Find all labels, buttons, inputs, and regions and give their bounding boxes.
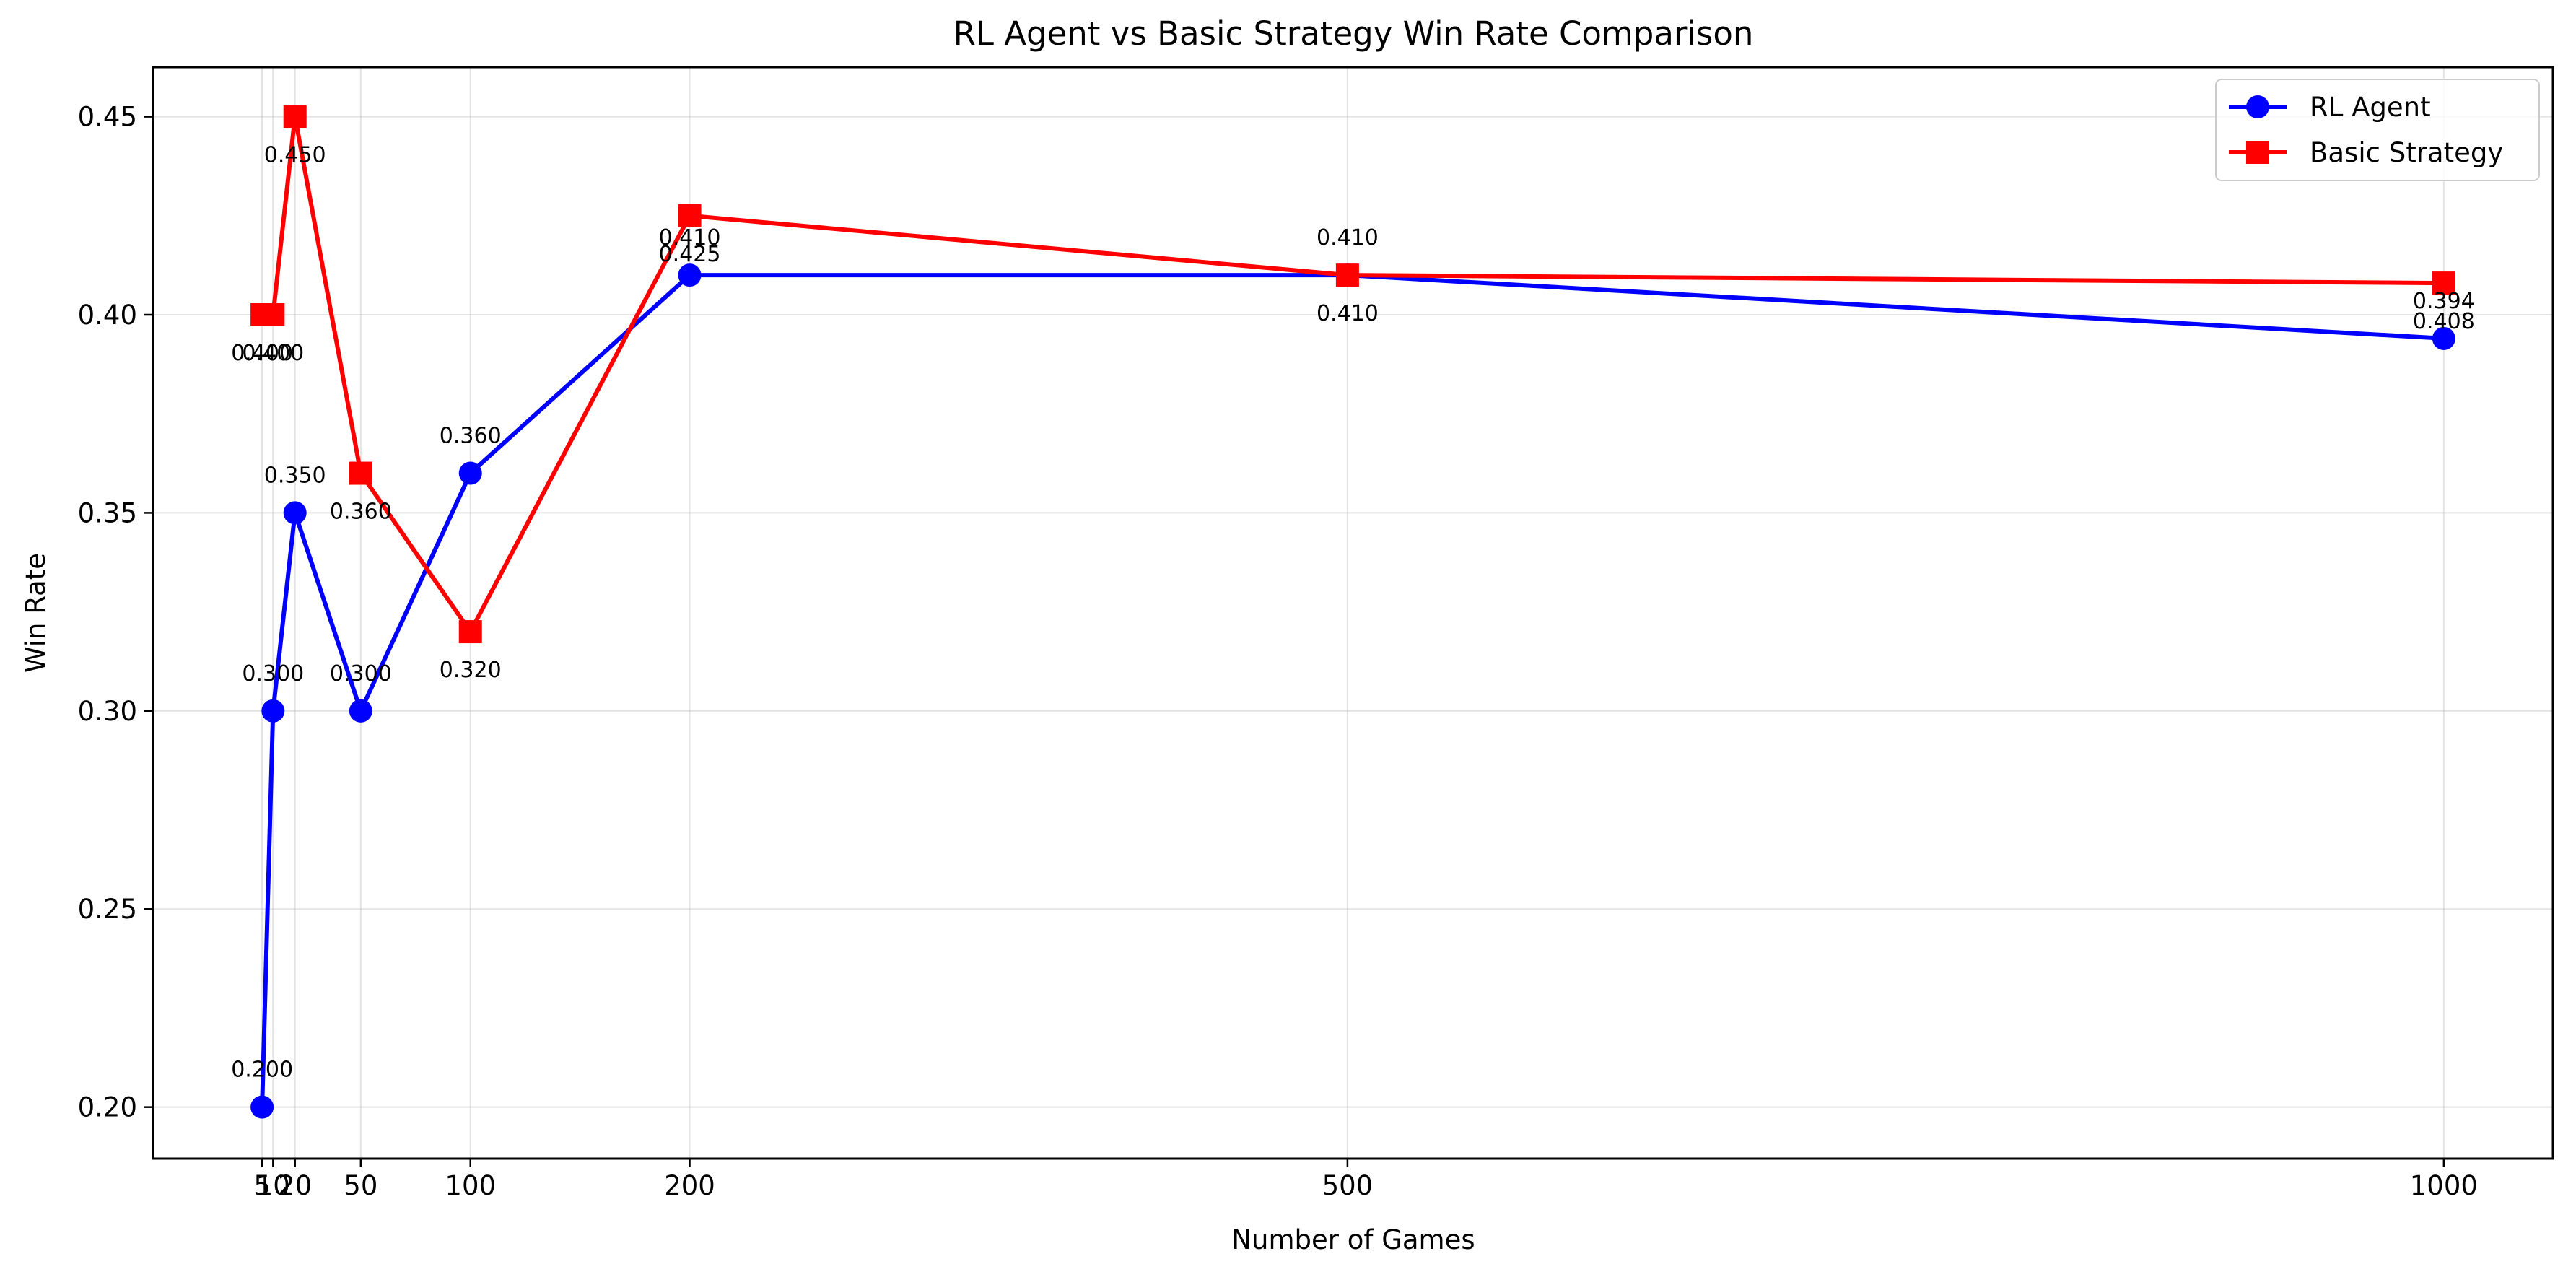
data-point-basic-strategy: [261, 303, 285, 327]
data-point-basic-strategy: [678, 204, 702, 227]
x-tick-label: 5: [253, 1170, 271, 1201]
data-label-basic-strategy: 0.410: [1317, 301, 1379, 326]
data-point-basic-strategy: [458, 620, 482, 644]
data-point-rl-agent: [250, 1095, 274, 1119]
chart-title: RL Agent vs Basic Strategy Win Rate Comp…: [953, 14, 1754, 53]
data-label-rl-agent: 0.360: [440, 424, 502, 449]
plot-frame: [152, 66, 2554, 1160]
y-tick-label: 0.45: [78, 102, 137, 133]
x-tick-label: 1000: [2410, 1170, 2478, 1201]
data-point-rl-agent: [349, 699, 372, 723]
y-tick-label: 0.25: [78, 894, 137, 925]
series-line-rl-agent: [260, 273, 2445, 1107]
data-label-basic-strategy: 0.360: [330, 500, 392, 525]
data-label-basic-strategy: 0.320: [440, 658, 502, 683]
legend: RL Agent Basic Strategy: [2215, 79, 2540, 181]
data-point-rl-agent: [2432, 326, 2455, 350]
y-tick-label: 0.40: [78, 300, 137, 331]
y-tick-label: 0.20: [78, 1092, 137, 1123]
data-label-rl-agent: 0.300: [330, 661, 392, 687]
y-tick-label: 0.30: [78, 696, 137, 727]
series-line-basic-strategy: [262, 114, 2444, 635]
data-point-basic-strategy: [2432, 271, 2455, 295]
grid: [153, 67, 2553, 1159]
legend-marker-basic-strategy: [2246, 141, 2269, 164]
legend-box: [2215, 79, 2540, 181]
legend-label-basic-strategy: Basic Strategy: [2310, 137, 2503, 168]
data-label-rl-agent: 0.410: [1317, 225, 1379, 250]
y-tick-label: 0.35: [78, 497, 137, 528]
x-tick-label: 200: [664, 1170, 715, 1201]
data-label-rl-agent: 0.350: [264, 463, 326, 488]
data-label-basic-strategy: 0.450: [264, 143, 326, 168]
data-point-rl-agent: [283, 501, 307, 525]
data-label-rl-agent: 0.200: [231, 1058, 293, 1083]
legend-marker-rl-agent: [2246, 95, 2269, 118]
data-label-basic-strategy: 0.408: [2413, 309, 2475, 334]
x-tick-label: 20: [278, 1170, 312, 1201]
data-label-rl-agent: 0.394: [2413, 289, 2475, 314]
data-point-basic-strategy: [1335, 263, 1359, 287]
data-point-rl-agent: [261, 699, 285, 723]
data-label-basic-strategy: 0.400: [231, 341, 293, 366]
data-point-basic-strategy: [283, 105, 307, 128]
data-label-rl-agent: 0.300: [242, 661, 304, 687]
data-point-rl-agent: [678, 263, 702, 287]
data-labels: 0.200 0.300 0.350 0.300 0.360 0.410 0.410 0.394…: [231, 143, 2475, 1083]
series-layer: [250, 105, 2455, 1119]
data-point-basic-strategy: [349, 461, 372, 485]
x-tick-label: 500: [1322, 1170, 1374, 1201]
x-axis-label: Number of Games: [1231, 1224, 1475, 1255]
x-tick-label: 50: [344, 1170, 377, 1201]
x-tick-label: 100: [445, 1170, 496, 1201]
x-tick-label: 10: [256, 1170, 290, 1201]
y-axis-label: Win Rate: [20, 553, 51, 673]
legend-label-rl-agent: RL Agent: [2310, 92, 2431, 123]
data-label-rl-agent: 0.410: [659, 225, 721, 250]
data-point-rl-agent: [458, 461, 482, 485]
data-label-basic-strategy: 0.425: [659, 242, 721, 267]
data-label-basic-strategy: 0.400: [242, 341, 304, 366]
